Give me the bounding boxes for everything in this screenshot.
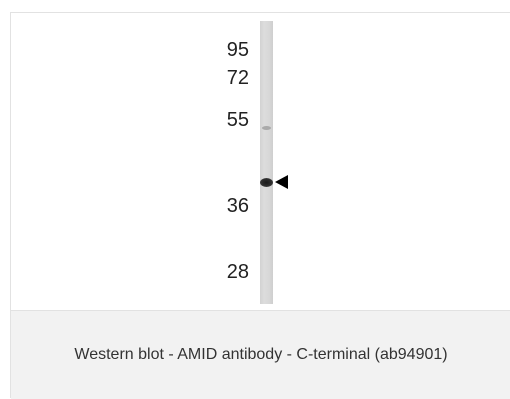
marker-label-55: 55 [226,109,249,131]
band-arrow-icon [275,175,288,189]
marker-label-72: 72 [226,67,249,89]
figure-card: 95 72 55 36 28 Western blot - AMID antib… [10,12,510,399]
blot-lane [260,21,273,304]
target-band [260,178,273,187]
marker-label-36: 36 [226,195,249,217]
caption-bar: Western blot - AMID antibody - C-termina… [11,311,510,399]
marker-label-95: 95 [226,39,249,61]
western-blot-image: 95 72 55 36 28 [11,13,510,311]
marker-label-28: 28 [226,261,249,283]
faint-band [262,126,271,130]
figure-caption: Western blot - AMID antibody - C-termina… [74,346,448,363]
